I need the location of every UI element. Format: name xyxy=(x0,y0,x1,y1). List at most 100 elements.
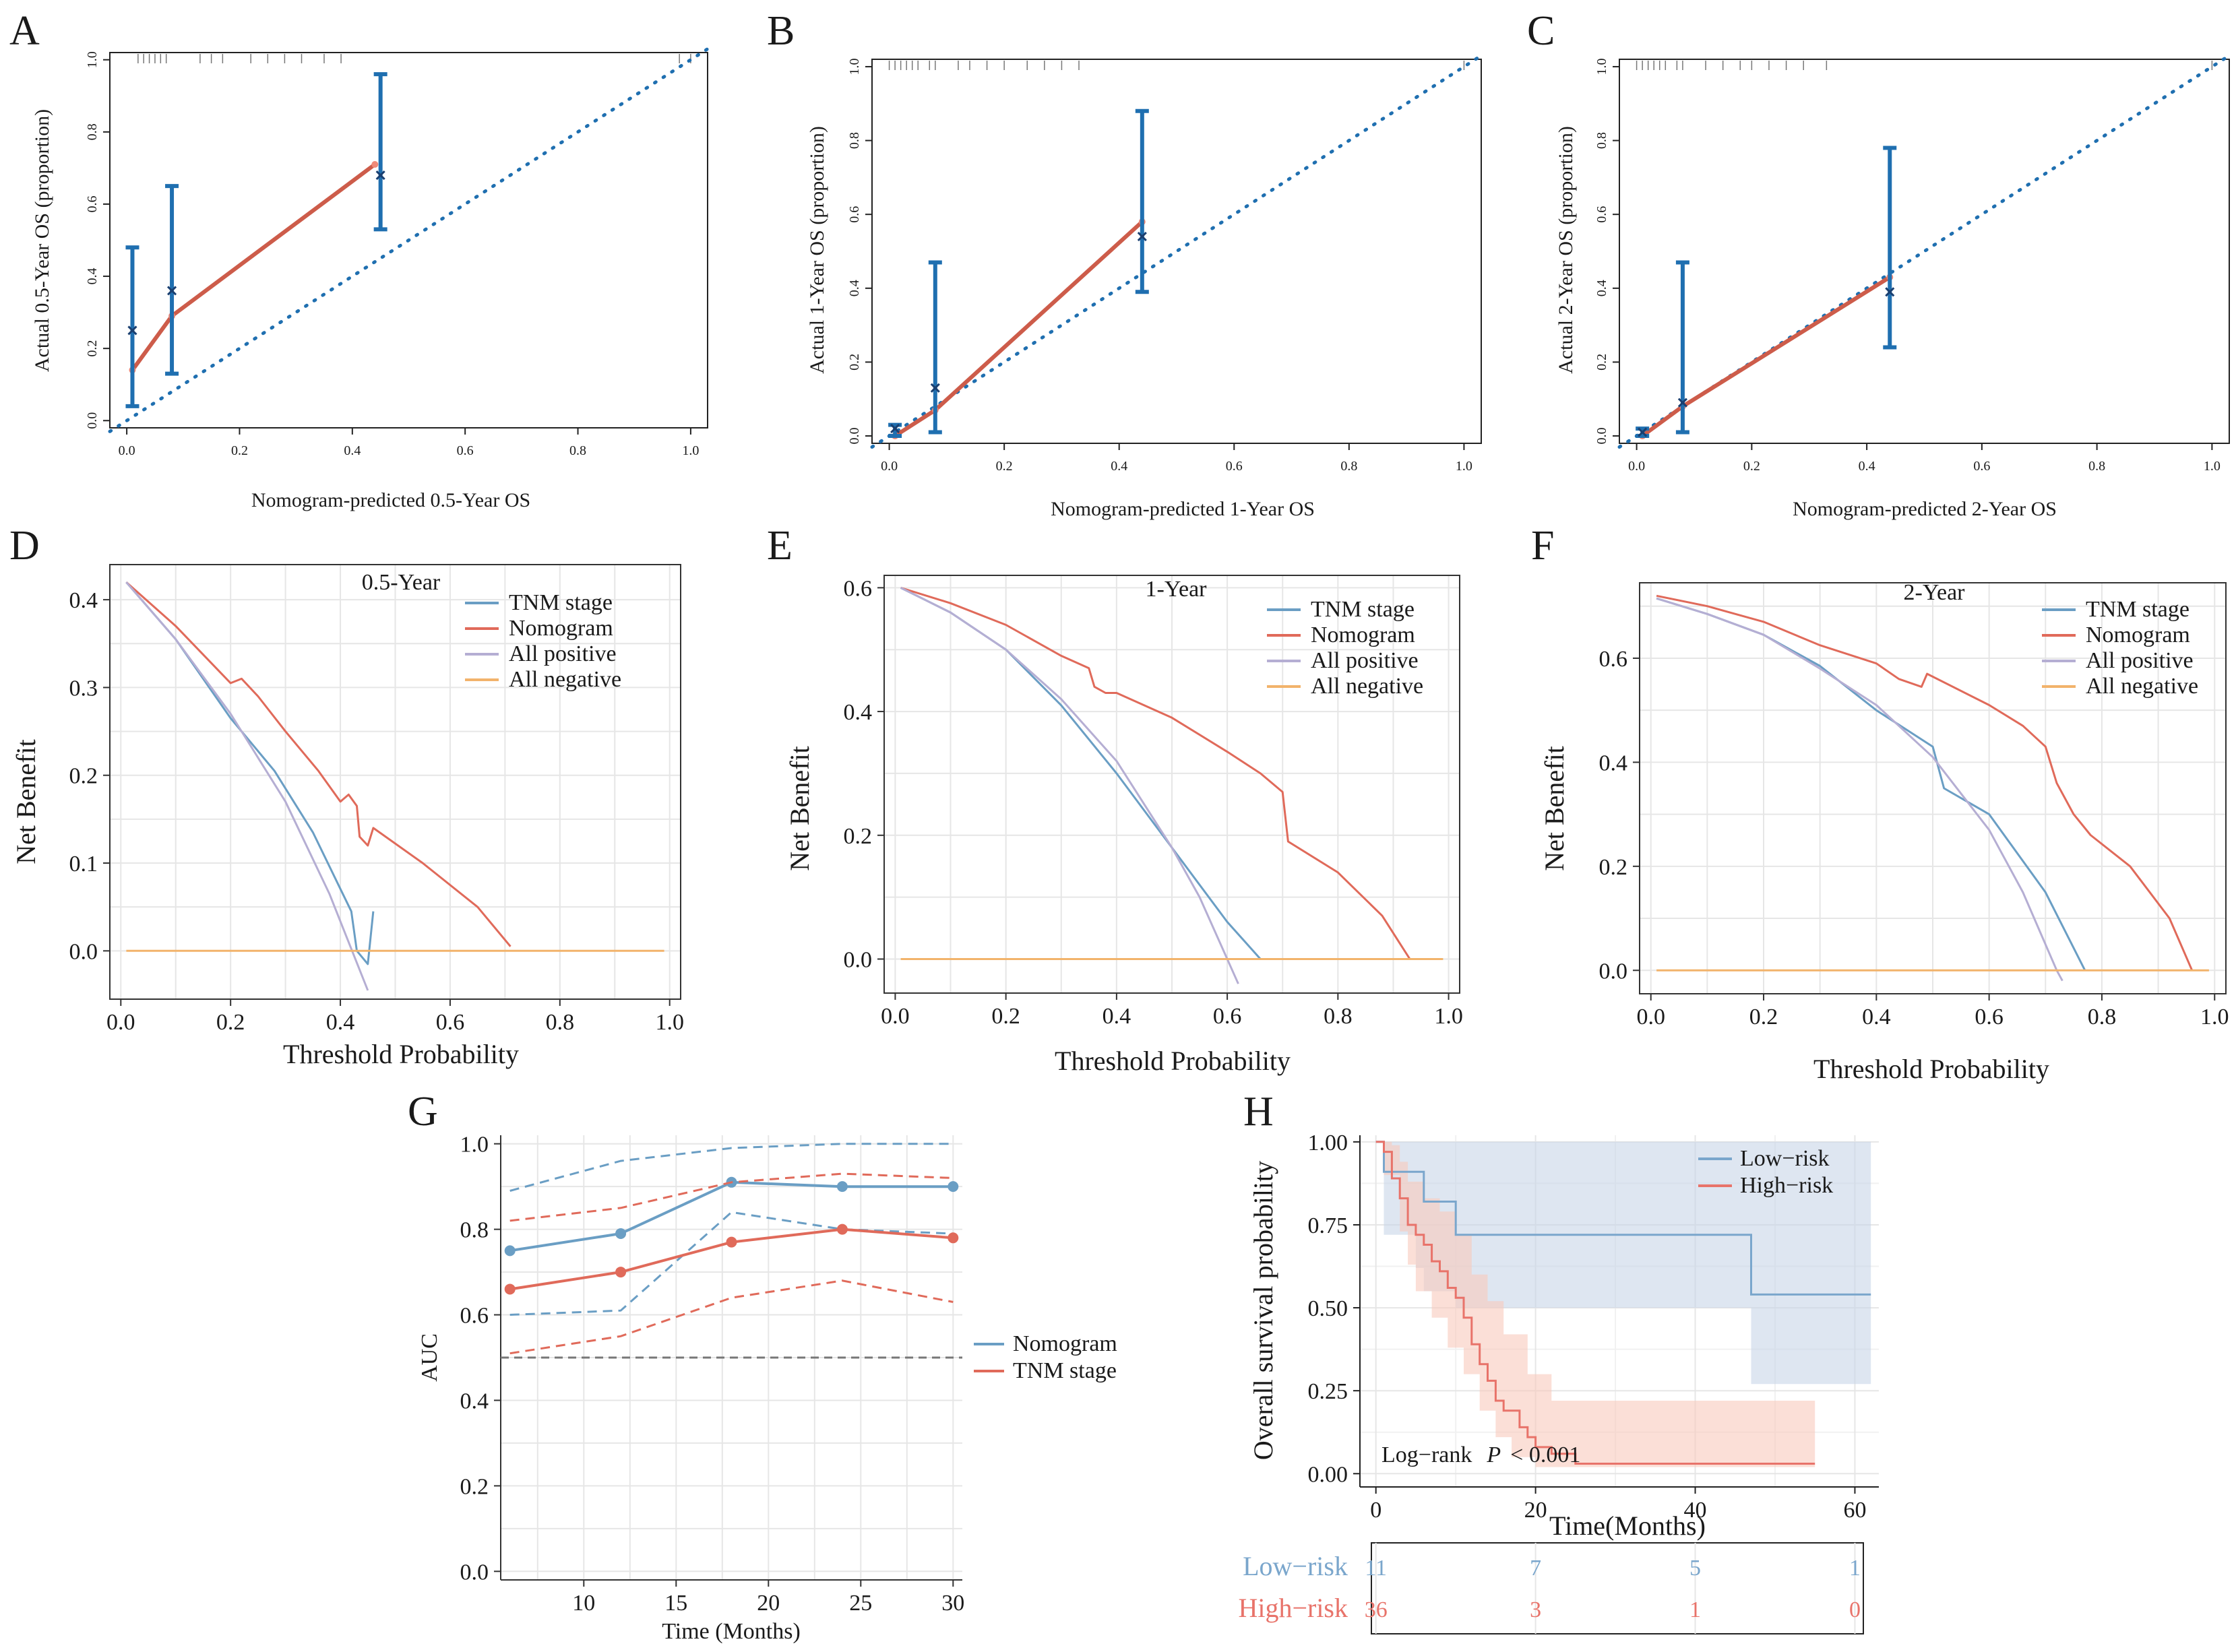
panel-e: E 0.0 0.2 0.4 0.6 0.8 1.0 0.0 0.2 0.4 0.6 1-Year TNM… xyxy=(767,523,1463,1076)
x-tick-label: 0.6 xyxy=(1213,1004,1242,1029)
x-tick-label: 0.6 xyxy=(1226,459,1243,474)
x-tick-label: 1.0 xyxy=(1456,459,1472,474)
y-tick-label: 0.6 xyxy=(1594,206,1609,223)
x-tick-label: 0.6 xyxy=(1975,1005,2004,1029)
x-axis-title: Nomogram-predicted 2-Year OS xyxy=(1793,498,2057,520)
y-axis-title: Net Benefit xyxy=(11,739,41,864)
panel-subtitle: 1-Year xyxy=(1146,577,1208,602)
legend-label: Nomogram xyxy=(509,616,613,641)
y-tick-label: 0.4 xyxy=(1599,751,1628,775)
x-tick-label: 0.6 xyxy=(1973,459,1990,474)
logrank-value: < 0.001 xyxy=(1510,1442,1580,1467)
panel-g: G 10 15 20 25 30 0.0 0.2 0.4 0.6 0.8 1.0 NomogramTNM… xyxy=(408,1089,1117,1644)
auc-point xyxy=(726,1236,737,1248)
y-tick-label: 1.0 xyxy=(1594,58,1609,75)
legend-label: All negative xyxy=(1311,674,1423,699)
x-tick-label: 0.8 xyxy=(1324,1004,1353,1029)
ci-lower-line xyxy=(509,1211,954,1316)
x-axis-title: Time(Months) xyxy=(1549,1511,1706,1541)
panel-label: A xyxy=(9,8,40,54)
x-tick-label: 10 xyxy=(572,1591,595,1616)
x-tick-label: 0.4 xyxy=(1111,459,1127,474)
series-line xyxy=(1656,594,2194,971)
x-tick-label: 25 xyxy=(849,1591,872,1616)
panel-d: D 0.0 0.2 0.4 0.6 0.8 1.0 0.0 0.1 0.2 0.3 0.4 0.5-Ye… xyxy=(9,523,684,1069)
panel-label: C xyxy=(1527,8,1555,54)
y-tick-label: 0.8 xyxy=(847,132,862,149)
series-line xyxy=(900,586,1411,960)
legend-label: Nomogram xyxy=(1013,1331,1117,1356)
x-tick-label: 0.2 xyxy=(231,443,248,458)
panel-f: F 0.0 0.2 0.4 0.6 0.8 1.0 0.0 0.2 0.4 0.6 2-Year TNM… xyxy=(1531,523,2229,1084)
y-tick-label: 0.0 xyxy=(844,947,873,972)
observed-marker xyxy=(1677,398,1687,408)
y-axis-title: AUC xyxy=(417,1333,442,1382)
y-tick-label: 0.3 xyxy=(69,676,98,701)
x-tick-label: 40 xyxy=(1684,1498,1707,1523)
x-axis-title: Nomogram-predicted 0.5-Year OS xyxy=(251,489,530,511)
series-line xyxy=(125,581,369,991)
y-tick-label: 0.8 xyxy=(85,123,100,140)
x-tick-label: 0.8 xyxy=(1340,459,1357,474)
y-axis-title: Actual 1-Year OS (proportion) xyxy=(806,126,828,374)
legend-label: High−risk xyxy=(1740,1173,1833,1198)
auc-point xyxy=(836,1181,848,1193)
risk-count: 11 xyxy=(1365,1556,1387,1581)
legend-label: TNM stage xyxy=(1013,1358,1117,1383)
x-tick-label: 0.2 xyxy=(1749,1005,1778,1029)
y-tick-label: 0.4 xyxy=(69,588,98,613)
observed-marker xyxy=(1137,232,1147,242)
y-tick-label: 0.2 xyxy=(844,824,873,849)
y-axis-title: Actual 2-Year OS (proportion) xyxy=(1555,126,1577,374)
risk-count: 7 xyxy=(1530,1556,1541,1581)
y-tick-label: 0.0 xyxy=(69,939,98,964)
y-tick-label: 0.4 xyxy=(460,1389,489,1413)
risk-count: 36 xyxy=(1365,1597,1388,1622)
observed-marker xyxy=(166,286,177,296)
legend-label: TNM stage xyxy=(2086,597,2190,622)
risk-table: Low−risk 11 7 5 1 High−risk 36 3 1 0 xyxy=(1238,1542,1864,1634)
risk-count: 1 xyxy=(1849,1556,1861,1581)
y-tick-label: 0.8 xyxy=(1594,132,1609,149)
auc-point xyxy=(504,1245,516,1257)
x-tick-label: 0.2 xyxy=(1743,459,1760,474)
logrank-label: Log−rank xyxy=(1381,1442,1472,1467)
x-tick-label: 0.0 xyxy=(119,443,135,458)
y-tick-label: 0.6 xyxy=(460,1304,489,1329)
panel-label: G xyxy=(408,1089,438,1135)
logrank-p: P xyxy=(1486,1442,1501,1467)
auc-point xyxy=(836,1224,848,1235)
x-tick-label: 20 xyxy=(1524,1498,1547,1523)
observed-marker xyxy=(127,325,137,336)
plot-frame xyxy=(109,564,681,1000)
x-tick-label: 0.4 xyxy=(1859,459,1875,474)
panel-a: A 0.0 0.2 0.4 0.6 0.8 1.0 0.0 0.2 0.4 0.6 0.8 1.0 Nom… xyxy=(9,8,710,511)
x-tick-label: 0.4 xyxy=(344,443,361,458)
observed-marker xyxy=(930,383,940,393)
y-tick-label: 0.6 xyxy=(844,576,873,601)
x-tick-label: 0.4 xyxy=(1103,1004,1131,1029)
panel-label: D xyxy=(9,523,40,569)
x-axis-title: Time (Months) xyxy=(662,1619,801,1644)
y-tick-label: 1.0 xyxy=(847,58,862,75)
panel-label: H xyxy=(1243,1089,1274,1135)
auc-point xyxy=(948,1232,959,1244)
x-tick-label: 0.8 xyxy=(569,443,586,458)
panel-subtitle: 0.5-Year xyxy=(362,570,441,595)
x-tick-label: 1.0 xyxy=(2200,1005,2229,1029)
calibration-point xyxy=(371,161,379,168)
y-tick-label: 0.6 xyxy=(85,195,100,212)
y-axis-title: Actual 0.5-Year OS (proportion) xyxy=(31,109,53,372)
x-tick-label: 1.0 xyxy=(682,443,699,458)
observed-marker xyxy=(890,424,900,434)
panel-label: F xyxy=(1531,523,1554,569)
y-tick-label: 0.0 xyxy=(460,1560,489,1585)
y-tick-label: 1.00 xyxy=(1308,1131,1348,1155)
x-tick-label: 0.0 xyxy=(881,459,898,474)
x-tick-label: 0.0 xyxy=(1628,459,1645,474)
legend-label: All negative xyxy=(509,667,621,692)
x-tick-label: 0.2 xyxy=(216,1010,245,1035)
y-tick-label: 0.0 xyxy=(847,428,862,445)
y-tick-label: 1.0 xyxy=(85,51,100,68)
risk-row-label: High−risk xyxy=(1238,1593,1348,1623)
